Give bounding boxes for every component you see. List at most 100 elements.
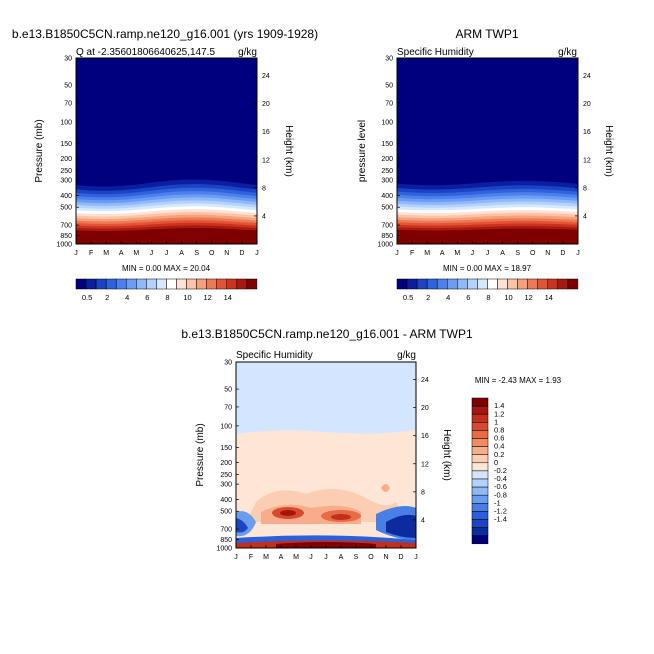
xtick-label: J <box>74 250 78 257</box>
colorbar-label: 6 <box>466 293 470 302</box>
panel-obs-units: g/kg <box>558 47 577 58</box>
y2tick-label: 4 <box>262 213 266 220</box>
colorbar-swatch <box>105 278 117 290</box>
y2tick-label: 20 <box>421 405 429 412</box>
ytick-label: 150 <box>60 141 72 148</box>
colorbar-swatch <box>436 278 448 290</box>
colorbar-swatch <box>471 430 489 439</box>
ytick-label: 400 <box>381 193 393 200</box>
ytick-label: 30 <box>224 360 232 367</box>
y2tick-label: 24 <box>421 377 429 384</box>
xtick-label: J <box>324 554 328 561</box>
colorbar-swatch <box>507 278 518 290</box>
y2tick-label: 8 <box>583 185 587 192</box>
ytick-label: 150 <box>381 141 393 148</box>
ytick-label: 700 <box>60 223 72 230</box>
ytick-label: 250 <box>220 472 232 479</box>
xtick-label: O <box>368 554 374 561</box>
ytick-label: 1000 <box>56 242 72 249</box>
xtick-label: F <box>410 250 414 257</box>
colorbar-label: 0.6 <box>494 434 504 443</box>
colorbar-swatch <box>85 278 97 290</box>
ytick-label: 250 <box>60 168 72 175</box>
ytick-label: 400 <box>220 497 232 504</box>
panel-model-subtitle: Q at -2.35601806640625,147.5 <box>76 47 215 58</box>
colorbar-swatch <box>146 278 157 290</box>
colorbar-swatch <box>136 278 147 290</box>
colorbar-label: 1 <box>494 417 498 426</box>
contour-band <box>236 362 416 434</box>
ytick-label: 200 <box>381 156 393 163</box>
colorbar-swatch <box>75 278 87 290</box>
colorbar-label: 0.2 <box>494 450 504 459</box>
panel-model-plot: 30 50 70 100 150 200 250 300 400 500 700 850 1000 24 2… <box>56 56 269 258</box>
ytick-label: 300 <box>60 178 72 185</box>
xtick-label: J <box>395 250 399 257</box>
colorbar-swatch <box>471 446 489 455</box>
xtick-label: J <box>234 554 238 561</box>
colorbar-swatch <box>527 278 538 290</box>
y2tick-label: 4 <box>421 517 425 524</box>
xtick-label: F <box>249 554 253 561</box>
colorbar-swatch <box>115 278 127 290</box>
colorbar-swatch <box>95 278 107 290</box>
panel-diff-colorbar: 1.41.210.80.60.40.20-0.2-0.4-0.6-0.8-1-1… <box>471 397 507 545</box>
colorbar-swatch <box>471 494 489 504</box>
colorbar-swatch <box>396 278 408 290</box>
colorbar-label: 0.5 <box>403 293 413 302</box>
xtick-label: D <box>560 250 565 257</box>
ytick-label: 400 <box>60 193 72 200</box>
y2tick-label: 8 <box>262 185 266 192</box>
colorbar-label: -0.2 <box>494 466 507 475</box>
ytick-label: 700 <box>220 527 232 534</box>
colorbar-swatch <box>471 405 489 415</box>
colorbar-swatch <box>471 470 489 480</box>
colorbar-swatch <box>477 278 488 290</box>
colorbar-label: 4 <box>446 293 450 302</box>
xtick-label: M <box>263 554 269 561</box>
colorbar-swatch <box>557 278 569 290</box>
colorbar-label: 4 <box>125 293 129 302</box>
panel-diff-minmax: MIN = -2.43 MAX = 1.93 <box>475 376 562 385</box>
xtick-label: J <box>486 250 490 257</box>
xtick-label: A <box>500 250 505 257</box>
colorbar-swatch <box>246 278 258 290</box>
ytick-label: 50 <box>64 83 72 90</box>
colorbar-label: 14 <box>224 293 232 302</box>
ytick-label: 700 <box>381 223 393 230</box>
panel-obs-ylabel2: Height (km) <box>603 125 614 177</box>
colorbar-swatch <box>406 278 418 290</box>
panel-obs-ylabel: pressure level <box>357 120 368 182</box>
colorbar-swatch <box>497 278 508 290</box>
xtick-label: A <box>279 554 284 561</box>
contour-band <box>386 514 416 538</box>
ytick-label: 150 <box>220 445 232 452</box>
ytick-label: 100 <box>381 119 393 126</box>
panel-model: b.e13.B1850C5CN.ramp.ne120_g16.001 (yrs … <box>12 27 318 302</box>
xtick-label: J <box>309 554 313 561</box>
colorbar-swatch <box>471 397 489 407</box>
xtick-label: A <box>440 250 445 257</box>
colorbar-swatch <box>467 278 478 290</box>
xtick-label: N <box>224 250 229 257</box>
ytick-label: 500 <box>60 205 72 212</box>
colorbar-label: 0.4 <box>494 442 504 451</box>
panel-obs-title: ARM TWP1 <box>455 27 518 41</box>
ytick-label: 1000 <box>377 242 393 249</box>
colorbar-swatch <box>471 478 489 488</box>
y2tick-label: 12 <box>262 157 270 164</box>
y2tick-label: 12 <box>583 157 591 164</box>
contour-band <box>236 535 416 543</box>
xtick-label: J <box>471 250 475 257</box>
panel-obs-plot: 30 50 70 100 150 200 250 300 400 500 700 850 1000 24 2… <box>377 56 590 258</box>
ytick-label: 1000 <box>216 546 232 553</box>
colorbar-swatch <box>196 278 207 290</box>
colorbar-swatch <box>547 278 559 290</box>
xtick-label: J <box>255 250 259 257</box>
panel-diff-ylabel2: Height (km) <box>441 429 452 481</box>
panel-model-colorbar: 0.5 2 4 6 8 10 12 14 <box>75 278 258 302</box>
y2tick-label: 20 <box>262 101 270 108</box>
colorbar-label: 0.5 <box>82 293 92 302</box>
ytick-label: 500 <box>381 205 393 212</box>
xtick-label: J <box>165 250 169 257</box>
